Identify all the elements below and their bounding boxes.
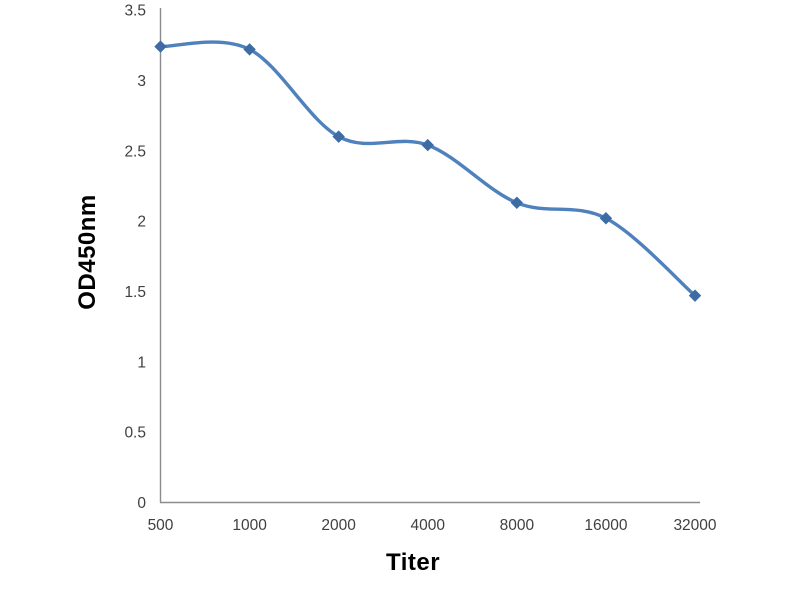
y-tick-label: 0.5 xyxy=(124,425,146,442)
x-tick-label: 500 xyxy=(148,517,174,534)
data-point-marker xyxy=(688,289,702,302)
x-tick-label: 2000 xyxy=(321,517,356,534)
y-tick-label: 2.5 xyxy=(124,143,146,160)
data-point-marker xyxy=(599,212,613,225)
x-tick-label: 1000 xyxy=(232,517,267,534)
y-axis-title: OD450nm xyxy=(74,194,101,310)
x-tick-label: 16000 xyxy=(584,517,627,534)
data-point-marker xyxy=(510,196,524,209)
x-tick-label: 8000 xyxy=(500,517,535,534)
data-point-marker xyxy=(243,43,256,56)
x-tick-label: 32000 xyxy=(673,517,716,534)
y-tick-label: 2 xyxy=(137,214,146,231)
y-tick-label: 1.5 xyxy=(124,284,146,301)
data-point-marker xyxy=(154,40,167,53)
y-tick-label: 1 xyxy=(137,354,146,371)
y-tick-label: 3.5 xyxy=(124,3,146,20)
x-tick-label: 4000 xyxy=(411,517,446,534)
y-tick-label: 3 xyxy=(137,73,146,90)
y-tick-label: 0 xyxy=(137,495,146,512)
data-point-marker xyxy=(332,130,345,143)
x-axis-title: Titer xyxy=(385,549,441,576)
data-series-line xyxy=(158,40,697,298)
data-point-marker xyxy=(421,138,434,152)
